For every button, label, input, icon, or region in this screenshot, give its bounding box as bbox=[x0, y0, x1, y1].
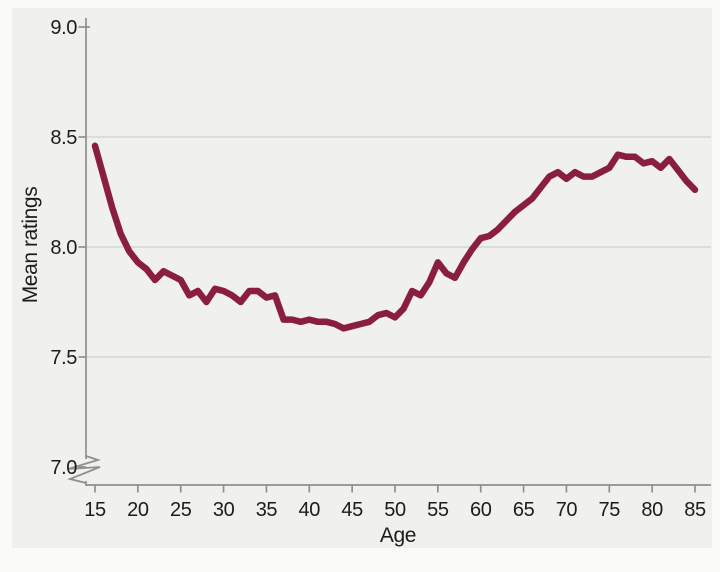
x-tick-label: 70 bbox=[556, 499, 578, 521]
x-tick-label: 25 bbox=[170, 499, 192, 521]
plot-panel bbox=[12, 8, 712, 548]
y-tick-label: 9.0 bbox=[50, 17, 77, 39]
y-axis-title: Mean ratings bbox=[19, 186, 42, 304]
x-tick-label: 80 bbox=[641, 499, 663, 521]
x-tick-label: 55 bbox=[427, 499, 449, 521]
x-tick-label: 20 bbox=[127, 499, 149, 521]
axis-break-mark bbox=[67, 455, 101, 484]
x-tick-label: 35 bbox=[256, 499, 278, 521]
x-tick-label: 45 bbox=[341, 499, 363, 521]
x-tick-label: 30 bbox=[213, 499, 235, 521]
x-tick-label: 65 bbox=[513, 499, 535, 521]
x-tick-label: 15 bbox=[84, 499, 106, 521]
x-tick-label: 85 bbox=[684, 499, 706, 521]
x-tick-label: 50 bbox=[384, 499, 406, 521]
y-tick-label: 8.0 bbox=[50, 237, 77, 259]
y-tick-label: 7.0 bbox=[50, 457, 77, 479]
x-tick-label: 75 bbox=[599, 499, 621, 521]
mean-ratings-line-series bbox=[91, 142, 699, 332]
x-axis-title: Age bbox=[379, 524, 417, 547]
x-tick-label: 60 bbox=[470, 499, 492, 521]
x-tick-label: 40 bbox=[299, 499, 321, 521]
y-tick-label: 8.5 bbox=[50, 127, 77, 149]
y-tick-label: 7.5 bbox=[50, 347, 77, 369]
